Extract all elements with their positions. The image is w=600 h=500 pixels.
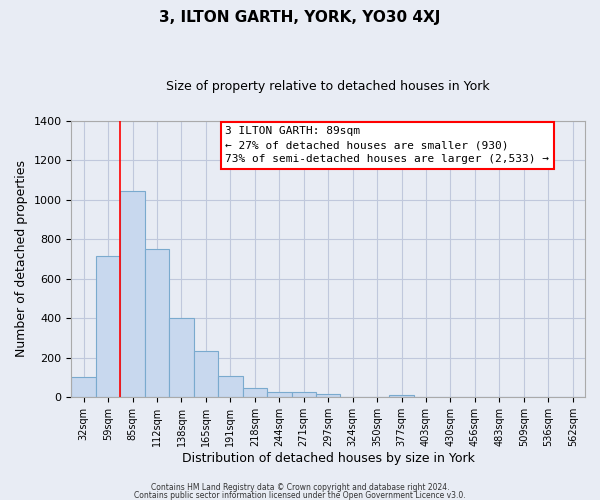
Bar	[96, 256, 121, 398]
Y-axis label: Number of detached properties: Number of detached properties	[15, 160, 28, 358]
Bar	[389, 396, 414, 398]
Bar	[121, 190, 145, 398]
Bar	[267, 392, 292, 398]
Bar	[194, 351, 218, 398]
X-axis label: Distribution of detached houses by size in York: Distribution of detached houses by size …	[182, 452, 475, 465]
Bar	[292, 392, 316, 398]
Bar	[218, 376, 242, 398]
Bar	[169, 318, 194, 398]
Bar	[145, 249, 169, 398]
Text: 3, ILTON GARTH, YORK, YO30 4XJ: 3, ILTON GARTH, YORK, YO30 4XJ	[160, 10, 440, 25]
Title: Size of property relative to detached houses in York: Size of property relative to detached ho…	[166, 80, 490, 93]
Text: Contains HM Land Registry data © Crown copyright and database right 2024.: Contains HM Land Registry data © Crown c…	[151, 484, 449, 492]
Bar	[316, 394, 340, 398]
Bar	[71, 376, 96, 398]
Bar	[242, 388, 267, 398]
Text: 3 ILTON GARTH: 89sqm
← 27% of detached houses are smaller (930)
73% of semi-deta: 3 ILTON GARTH: 89sqm ← 27% of detached h…	[226, 126, 550, 164]
Text: Contains public sector information licensed under the Open Government Licence v3: Contains public sector information licen…	[134, 490, 466, 500]
